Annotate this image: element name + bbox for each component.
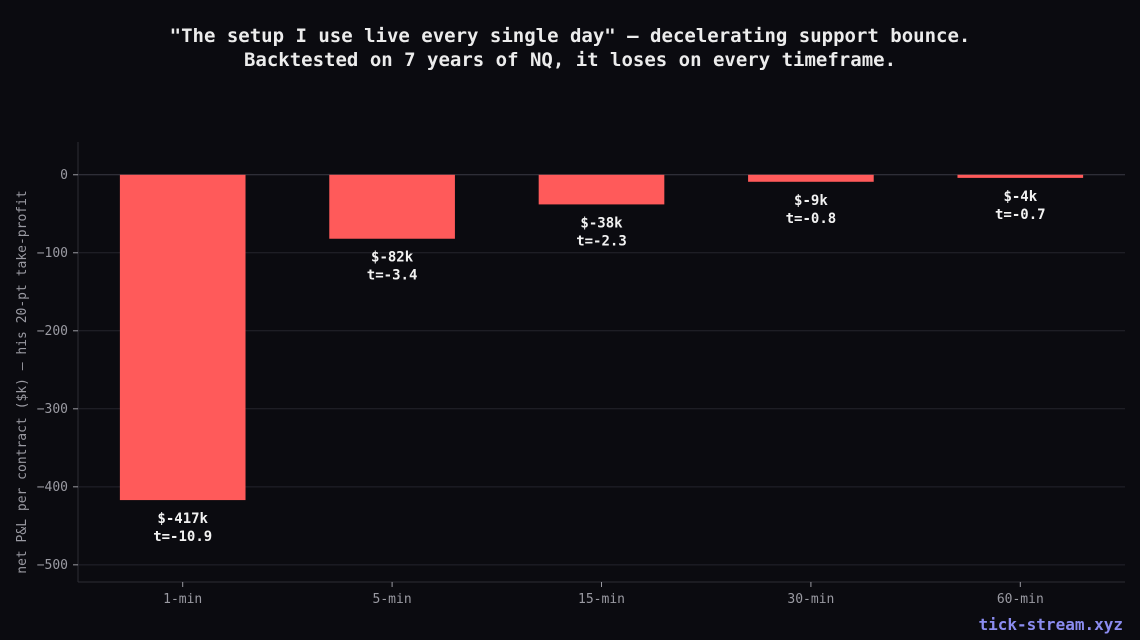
bar-labels: $-417k t=-10.9 $-82k t=-3.4 $-38k t=-2.3 $-9k t… — [153, 189, 1045, 545]
chart-title-line-2: Backtested on 7 years of NQ, it loses on… — [243, 49, 897, 71]
bar-t-stat-label: t=-2.3 — [576, 233, 627, 249]
x-tick-label: 30-min — [787, 592, 834, 607]
x-tick-label: 5-min — [373, 592, 412, 607]
y-tick-label: 0 — [60, 168, 68, 183]
bar — [748, 174, 874, 182]
chart-title: "The setup I use live every single day" … — [0, 24, 1140, 72]
x-tick-label: 15-min — [578, 592, 625, 607]
watermark: tick-stream.xyz — [978, 615, 1124, 634]
bar-value-label: $-417k — [157, 511, 208, 527]
bars — [119, 174, 1084, 501]
x-tick-label: 60-min — [997, 592, 1044, 607]
y-tick-label: −500 — [37, 558, 68, 573]
bar-value-label: $-9k — [794, 193, 828, 209]
bar-value-label: $-4k — [1003, 189, 1037, 205]
bar-t-stat-label: t=-0.7 — [995, 207, 1046, 223]
x-axis: 1-min 5-min 15-min 30-min 60-min — [78, 581, 1125, 607]
bar-t-stat-label: t=-10.9 — [153, 529, 212, 545]
y-axis: 0 −100 −200 −300 −400 −500 — [37, 142, 79, 582]
bar — [538, 174, 665, 205]
bar — [119, 174, 246, 501]
y-tick-label: −100 — [37, 246, 68, 261]
bar-t-stat-label: t=-3.4 — [367, 268, 418, 284]
bar-value-label: $-82k — [371, 250, 414, 266]
bar — [329, 174, 455, 239]
chart-title-line-1: "The setup I use live every single day" … — [169, 25, 971, 47]
x-tick-label: 1-min — [163, 592, 202, 607]
bar — [957, 174, 1084, 178]
bar-value-label: $-38k — [580, 215, 623, 231]
bar-t-stat-label: t=-0.8 — [786, 211, 837, 227]
y-tick-label: −200 — [37, 324, 68, 339]
y-tick-label: −400 — [37, 480, 68, 495]
y-axis-label: net P&L per contract ($k) — his 20-pt ta… — [15, 190, 30, 574]
y-tick-label: −300 — [37, 402, 68, 417]
